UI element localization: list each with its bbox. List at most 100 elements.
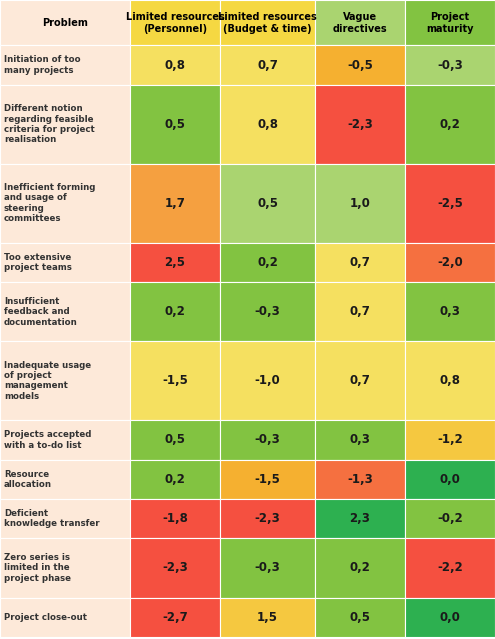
Bar xyxy=(405,85,495,164)
Bar xyxy=(315,459,405,499)
Text: 0,0: 0,0 xyxy=(440,611,460,624)
Text: Too extensive
project teams: Too extensive project teams xyxy=(4,252,72,272)
Text: 1,0: 1,0 xyxy=(349,197,370,210)
Text: Different notion
regarding feasible
criteria for project
realisation: Different notion regarding feasible crit… xyxy=(4,104,95,144)
Bar xyxy=(405,0,495,45)
Bar xyxy=(130,45,220,85)
Bar xyxy=(0,499,130,539)
Bar xyxy=(130,164,220,243)
Bar xyxy=(0,539,130,597)
Text: -1,0: -1,0 xyxy=(254,374,280,387)
Text: 2,3: 2,3 xyxy=(349,512,370,525)
Bar xyxy=(405,341,495,420)
Bar xyxy=(220,243,315,282)
Text: -0,3: -0,3 xyxy=(254,305,280,318)
Text: 0,5: 0,5 xyxy=(257,197,278,210)
Bar xyxy=(220,459,315,499)
Bar xyxy=(0,85,130,164)
Bar xyxy=(405,539,495,597)
Bar xyxy=(405,282,495,341)
Bar xyxy=(0,243,130,282)
Text: 1,5: 1,5 xyxy=(257,611,278,624)
Bar xyxy=(405,164,495,243)
Bar xyxy=(130,597,220,637)
Bar xyxy=(220,597,315,637)
Text: -2,3: -2,3 xyxy=(162,562,188,574)
Bar xyxy=(315,597,405,637)
Bar xyxy=(220,0,315,45)
Text: 0,8: 0,8 xyxy=(440,374,460,387)
Bar xyxy=(130,243,220,282)
Bar xyxy=(220,164,315,243)
Bar xyxy=(405,45,495,85)
Bar xyxy=(0,597,130,637)
Text: 0,3: 0,3 xyxy=(349,433,370,446)
Text: -2,2: -2,2 xyxy=(437,562,463,574)
Bar xyxy=(0,0,130,45)
Text: -1,3: -1,3 xyxy=(347,473,373,486)
Bar xyxy=(130,459,220,499)
Text: -1,5: -1,5 xyxy=(254,473,281,486)
Text: -0,3: -0,3 xyxy=(254,562,280,574)
Text: 0,3: 0,3 xyxy=(440,305,460,318)
Bar xyxy=(220,45,315,85)
Text: 0,7: 0,7 xyxy=(349,256,370,269)
Text: 0,0: 0,0 xyxy=(440,473,460,486)
Bar xyxy=(315,282,405,341)
Text: -0,3: -0,3 xyxy=(437,59,463,72)
Text: Project close-out: Project close-out xyxy=(4,613,87,622)
Bar xyxy=(0,341,130,420)
Bar xyxy=(130,420,220,459)
Text: -0,5: -0,5 xyxy=(347,59,373,72)
Text: 0,5: 0,5 xyxy=(164,433,186,446)
Text: 0,7: 0,7 xyxy=(349,374,370,387)
Text: 0,2: 0,2 xyxy=(440,118,460,131)
Text: 0,5: 0,5 xyxy=(164,118,186,131)
Text: Resource
allocation: Resource allocation xyxy=(4,470,52,489)
Text: Insufficient
feedback and
documentation: Insufficient feedback and documentation xyxy=(4,296,78,327)
Bar xyxy=(315,243,405,282)
Text: Vague
directives: Vague directives xyxy=(333,12,387,33)
Bar xyxy=(130,341,220,420)
Text: 1,7: 1,7 xyxy=(164,197,186,210)
Bar xyxy=(315,85,405,164)
Bar xyxy=(405,459,495,499)
Text: -0,3: -0,3 xyxy=(254,433,280,446)
Bar xyxy=(405,597,495,637)
Bar xyxy=(405,499,495,539)
Text: 0,5: 0,5 xyxy=(349,611,370,624)
Text: -2,3: -2,3 xyxy=(254,512,280,525)
Bar xyxy=(405,420,495,459)
Text: -2,7: -2,7 xyxy=(162,611,188,624)
Bar xyxy=(315,45,405,85)
Bar xyxy=(315,539,405,597)
Bar xyxy=(130,85,220,164)
Text: Inadequate usage
of project
management
models: Inadequate usage of project management m… xyxy=(4,360,91,401)
Bar xyxy=(220,341,315,420)
Text: Initiation of too
many projects: Initiation of too many projects xyxy=(4,56,81,75)
Text: -2,0: -2,0 xyxy=(437,256,463,269)
Text: Limited resources
(Budget & time): Limited resources (Budget & time) xyxy=(218,12,317,33)
Bar xyxy=(130,282,220,341)
Bar xyxy=(0,164,130,243)
Text: Inefficient forming
and usage of
steering
committees: Inefficient forming and usage of steerin… xyxy=(4,183,96,223)
Text: Problem: Problem xyxy=(42,18,88,27)
Text: -1,8: -1,8 xyxy=(162,512,188,525)
Bar xyxy=(0,420,130,459)
Bar xyxy=(130,539,220,597)
Bar xyxy=(220,499,315,539)
Bar xyxy=(0,282,130,341)
Bar xyxy=(315,164,405,243)
Text: 0,2: 0,2 xyxy=(349,562,370,574)
Text: 0,2: 0,2 xyxy=(164,473,186,486)
Text: -2,5: -2,5 xyxy=(437,197,463,210)
Text: Deficient
knowledge transfer: Deficient knowledge transfer xyxy=(4,509,99,528)
Text: Zero series is
limited in the
project phase: Zero series is limited in the project ph… xyxy=(4,553,71,583)
Text: Project
maturity: Project maturity xyxy=(426,12,474,33)
Text: 2,5: 2,5 xyxy=(164,256,186,269)
Bar xyxy=(220,282,315,341)
Bar xyxy=(315,341,405,420)
Text: 0,8: 0,8 xyxy=(164,59,186,72)
Bar xyxy=(220,420,315,459)
Text: -2,3: -2,3 xyxy=(347,118,373,131)
